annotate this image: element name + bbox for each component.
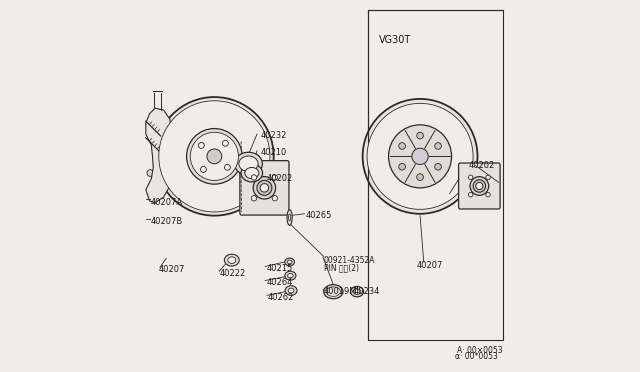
Text: A· 00×0053: A· 00×0053 (457, 346, 503, 355)
Polygon shape (146, 108, 194, 203)
Ellipse shape (289, 214, 291, 221)
Ellipse shape (285, 271, 296, 280)
Circle shape (155, 97, 274, 216)
Circle shape (363, 99, 477, 214)
Text: VG30T: VG30T (380, 35, 412, 45)
Text: 40265: 40265 (305, 211, 332, 220)
Circle shape (253, 177, 276, 199)
Circle shape (468, 192, 473, 197)
Text: 40264: 40264 (266, 278, 292, 287)
Ellipse shape (351, 286, 364, 297)
Text: 40202: 40202 (266, 174, 292, 183)
Ellipse shape (241, 164, 262, 182)
Circle shape (272, 175, 278, 180)
Text: 40207: 40207 (159, 265, 185, 274)
Text: α· 00*0053: α· 00*0053 (455, 352, 498, 361)
Text: 40232: 40232 (260, 131, 287, 141)
Circle shape (399, 163, 405, 170)
Text: 40207: 40207 (417, 261, 443, 270)
Ellipse shape (228, 257, 236, 263)
Ellipse shape (324, 285, 343, 299)
Circle shape (272, 196, 278, 201)
Circle shape (257, 180, 272, 195)
Circle shape (417, 174, 424, 180)
Circle shape (476, 182, 483, 190)
Circle shape (149, 129, 156, 136)
Text: 40215: 40215 (266, 264, 292, 273)
Circle shape (399, 142, 405, 149)
Circle shape (367, 103, 473, 209)
Text: 40207B: 40207B (150, 217, 182, 226)
Circle shape (222, 140, 228, 146)
Ellipse shape (285, 286, 297, 295)
Circle shape (468, 175, 473, 180)
Ellipse shape (285, 258, 294, 266)
Ellipse shape (235, 152, 262, 175)
Text: 40207A: 40207A (150, 198, 182, 207)
Circle shape (417, 132, 424, 139)
Circle shape (200, 166, 206, 172)
Circle shape (388, 125, 452, 188)
Ellipse shape (225, 254, 239, 266)
Circle shape (159, 101, 270, 212)
Circle shape (435, 163, 442, 170)
Ellipse shape (287, 273, 293, 278)
Text: 40222: 40222 (220, 269, 246, 278)
Ellipse shape (287, 260, 292, 264)
FancyBboxPatch shape (240, 161, 289, 215)
Circle shape (252, 196, 257, 201)
Circle shape (187, 129, 242, 184)
Ellipse shape (239, 156, 258, 171)
Circle shape (190, 132, 239, 180)
Text: 40234: 40234 (353, 287, 380, 296)
Circle shape (225, 164, 230, 170)
Circle shape (157, 188, 164, 195)
Ellipse shape (353, 289, 361, 294)
Text: 40210: 40210 (260, 148, 287, 157)
Ellipse shape (287, 210, 292, 225)
Circle shape (207, 149, 222, 164)
Circle shape (473, 180, 486, 192)
Circle shape (198, 142, 204, 148)
Ellipse shape (244, 167, 259, 179)
Ellipse shape (288, 288, 294, 293)
Text: 00921-4352A: 00921-4352A (324, 256, 375, 264)
Text: 40262: 40262 (268, 293, 294, 302)
Circle shape (470, 177, 489, 195)
Circle shape (435, 142, 442, 149)
Circle shape (260, 184, 269, 192)
Bar (368, 10, 504, 340)
Text: PIN ピン(2): PIN ピン(2) (324, 264, 358, 273)
Circle shape (147, 170, 154, 176)
Circle shape (252, 175, 257, 180)
Text: 40202: 40202 (468, 161, 495, 170)
Circle shape (412, 148, 428, 164)
Text: 40019M: 40019M (324, 287, 357, 296)
FancyBboxPatch shape (459, 163, 500, 209)
Circle shape (486, 192, 490, 197)
Circle shape (486, 175, 490, 180)
